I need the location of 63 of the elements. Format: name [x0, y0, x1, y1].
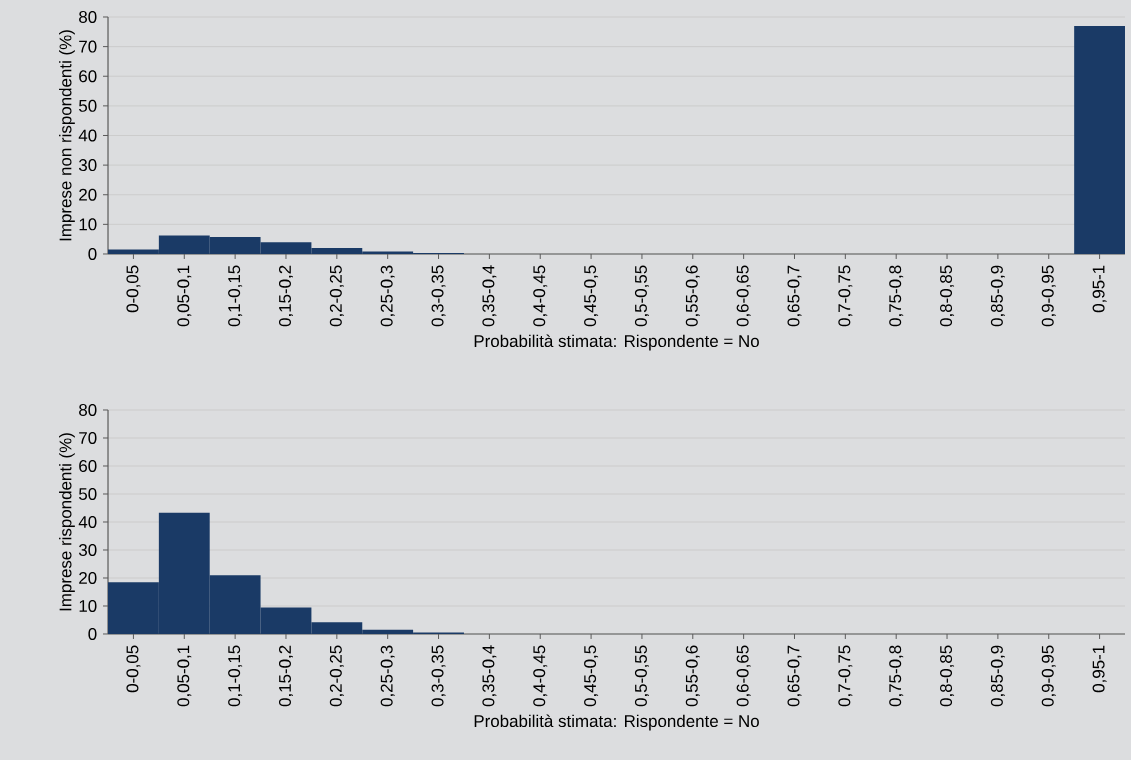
x-tick-label: 0,75-0,8	[889, 645, 904, 707]
y-tick-label: 70	[79, 432, 97, 444]
y-tick-label: 50	[79, 99, 97, 112]
x-tick-label: 0,5-0,55	[634, 265, 649, 327]
x-tick-label: 0,85-0,9	[990, 645, 1005, 707]
x-tick-label: 0,3-0,35	[431, 645, 446, 707]
x-tick-label: 0,75-0,8	[889, 265, 904, 327]
x-axis-title: Probabilità stimata: Rispondente = No	[474, 334, 759, 351]
x-tick-label: 0,8-0,85	[940, 645, 955, 707]
x-tick-label: 0,25-0,3	[380, 265, 395, 327]
x-tick-label: 0,45-0,5	[584, 645, 599, 707]
x-tick-label: 0,55-0,6	[685, 645, 700, 707]
x-tick-label: 0-0,05	[126, 265, 141, 313]
x-tick-label: 0,4-0,45	[533, 645, 548, 707]
y-tick-label: 30	[78, 159, 97, 172]
y-tick-label: 10	[79, 218, 97, 231]
x-tick-label: 0,6-0,65	[736, 645, 751, 707]
x-tick-label: 0,05-0,1	[177, 265, 192, 327]
x-tick-label: 0,2-0,25	[329, 265, 344, 327]
x-tick-label: 0,9-0,95	[1041, 645, 1056, 707]
x-tick-label: 0,3-0,35	[431, 265, 446, 327]
y-tick-label: 20	[79, 571, 97, 584]
x-tick-label: 0,1-0,15	[228, 645, 243, 707]
y-tick-label: 50	[79, 487, 97, 500]
x-tick-label: 0,5-0,55	[634, 645, 649, 707]
x-tick-label: 0,65-0,7	[787, 645, 802, 707]
x-tick-label: 0-0,05	[126, 645, 141, 693]
y-tick-label: 0	[88, 247, 97, 260]
y-axis-title: Imprese non rispondenti (%)	[59, 30, 75, 241]
x-tick-label: 0,15-0,2	[278, 645, 293, 707]
y-tick-label: 30	[78, 543, 97, 556]
x-tick-label: 0,7-0,75	[838, 645, 853, 707]
x-tick-label: 0,95-1	[1092, 645, 1107, 693]
y-tick-label: 40	[78, 129, 97, 142]
y-tick-label: 40	[78, 515, 97, 528]
x-tick-label: 0,15-0,2	[278, 265, 293, 327]
y-tick-label: 10	[79, 599, 97, 612]
y-tick-label: 70	[79, 40, 97, 53]
x-tick-label: 0,6-0,65	[736, 265, 751, 327]
y-tick-label: 0	[88, 627, 97, 640]
x-tick-label: 0,2-0,25	[329, 645, 344, 707]
x-tick-label: 0,8-0,85	[940, 265, 955, 327]
x-tick-label: 0,35-0,4	[482, 645, 497, 707]
x-tick-label: 0,95-1	[1092, 265, 1107, 313]
x-tick-label: 0,05-0,1	[177, 645, 192, 707]
x-tick-label: 0,85-0,9	[990, 265, 1005, 327]
x-tick-label: 0,35-0,4	[482, 265, 497, 327]
x-tick-label: 0,9-0,95	[1041, 265, 1056, 327]
x-tick-label: 0,55-0,6	[685, 265, 700, 327]
y-tick-label: 20	[79, 188, 97, 201]
x-tick-label: 0,1-0,15	[228, 265, 243, 327]
y-tick-label: 80	[79, 404, 97, 416]
x-tick-label: 0,7-0,75	[838, 265, 853, 327]
x-tick-label: 0,25-0,3	[380, 645, 395, 707]
y-tick-label: 60	[79, 70, 97, 83]
x-axis-title: Probabilità stimata: Rispondente = No	[474, 714, 759, 731]
x-tick-label: 0,45-0,5	[584, 265, 599, 327]
x-tick-label: 0,65-0,7	[787, 265, 802, 327]
y-axis-title: Imprese rispondenti (%)	[59, 433, 75, 611]
bar	[1074, 25, 1126, 254]
y-tick-label: 80	[79, 10, 97, 23]
y-tick-label: 60	[79, 459, 97, 472]
x-tick-label: 0,4-0,45	[533, 265, 548, 327]
